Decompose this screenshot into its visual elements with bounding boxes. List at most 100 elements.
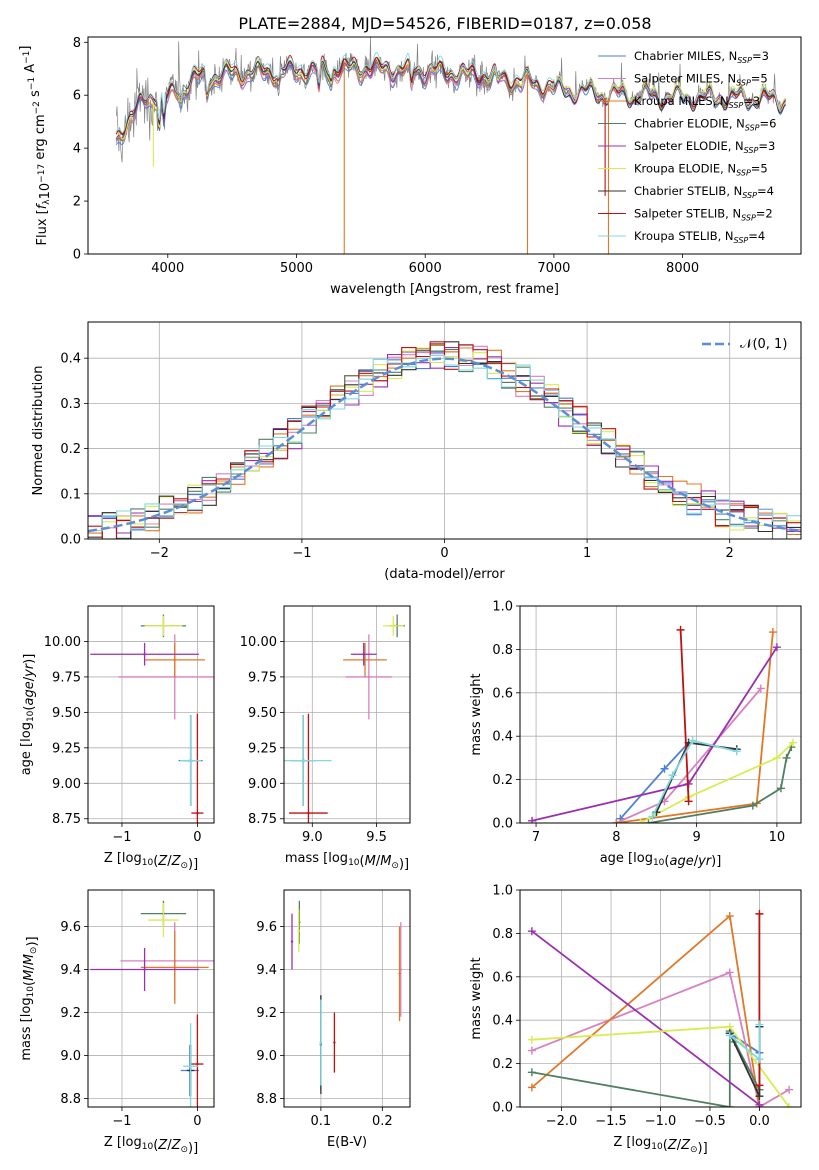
y-tick-label: 0.4 <box>60 352 81 367</box>
x-tick-label: −1.5 <box>595 1114 627 1129</box>
x-tick-label: −2 <box>150 546 169 561</box>
y-tick-label: 9.4 <box>60 963 81 978</box>
y-tick-label: 0.2 <box>492 1057 513 1072</box>
weight-marker <box>772 643 781 652</box>
y-tick-label: 0.0 <box>60 533 81 548</box>
weight-marker <box>782 753 791 762</box>
x-tick-label: 6000 <box>409 261 442 276</box>
y-axis-label: mass weight <box>469 673 484 755</box>
x-tick-label: 0 <box>193 1114 201 1129</box>
y-axis-label: age [log10(age/yr)] <box>19 654 37 776</box>
data-point <box>363 658 367 662</box>
y-tick-label: 8.8 <box>60 1092 81 1107</box>
axes-frame <box>283 889 411 1108</box>
y-tick-label: 2 <box>73 195 81 210</box>
mass_weight_vs_age-axes: 7 8 9 10 0.0 0.2 0.4 0.6 0.8 1.0 age [log10(age/yr… <box>469 600 802 869</box>
weight-marker <box>755 909 764 918</box>
x-tick-label: −1 <box>292 546 311 561</box>
y-tick-label: 9.25 <box>52 741 81 756</box>
weight-marker <box>756 684 765 693</box>
weight-line-kroupa-stelib <box>651 739 738 817</box>
x-tick-label: 8000 <box>666 261 699 276</box>
data-point <box>143 968 146 971</box>
age_vs_mass-panel <box>284 606 410 823</box>
x-axis-label: Z [log10(Z/Z⊙)] <box>613 1135 707 1156</box>
data-point <box>307 811 310 815</box>
y-tick-label: 0.8 <box>492 643 513 658</box>
weight-marker <box>527 1046 536 1055</box>
x-tick-label: 0.1 <box>311 1114 332 1129</box>
y-tick-label: 9.0 <box>60 1049 81 1064</box>
legend-label: Kroupa STELIB, NSSP=4 <box>634 229 765 245</box>
mass_vs_ebv-axes: 0.1 0.2 8.8 9.0 9.2 9.4 9.6 E(B-V) <box>256 889 411 1150</box>
age_vs_Z-panel <box>88 606 214 823</box>
y-tick-label: 9.6 <box>60 920 81 935</box>
x-tick-label: 7000 <box>537 261 570 276</box>
x-tick-label: −0.5 <box>694 1114 726 1129</box>
data-point <box>143 653 146 656</box>
weight-marker <box>684 797 693 806</box>
model-line-kroupa-elodie <box>115 58 786 140</box>
x-tick-label: 9.0 <box>302 830 323 845</box>
residuals-legend: 𝒩(0, 1) <box>702 337 787 352</box>
weight-marker <box>785 1103 794 1107</box>
data-point <box>319 1041 323 1044</box>
age_vs_mass-axes: 9.0 9.5 8.75 9.00 9.25 9.50 9.75 10.00 mass [log… <box>240 605 411 872</box>
weight-line-chabrier-elodie <box>531 1030 761 1107</box>
x-tick-label: 9 <box>692 830 700 845</box>
y-tick-label: 9.75 <box>248 670 277 685</box>
x-axis-label: wavelength [Angstrom, rest frame] <box>330 282 559 297</box>
y-tick-label: 9.0 <box>256 1049 277 1064</box>
figure-title: PLATE=2884, MJD=54526, FIBERID=0187, z=0… <box>238 14 651 33</box>
y-tick-label: 9.4 <box>256 963 277 978</box>
weight-marker <box>772 753 781 762</box>
data-point <box>362 653 365 656</box>
axes-frame <box>519 605 802 824</box>
y-tick-label: 0.0 <box>492 1101 513 1116</box>
x-tick-label: 0.2 <box>372 1114 393 1129</box>
legend-label: Chabrier ELODIE, NSSP=6 <box>634 117 776 133</box>
legend-label: Salpeter ELODIE, NSSP=3 <box>634 139 775 155</box>
model-line-salpeter-stelib <box>115 54 786 135</box>
y-tick-label: 4 <box>73 142 81 157</box>
y-axis-label: Normed distribution <box>31 366 46 496</box>
y-tick-label: 1.0 <box>492 600 513 615</box>
legend-label: Kroupa ELODIE, NSSP=5 <box>634 162 768 178</box>
mass_weight_vs_Z-plot-area <box>527 909 794 1107</box>
x-tick-label: 8 <box>612 830 620 845</box>
y-tick-label: 9.00 <box>248 777 277 792</box>
weight-marker <box>776 784 785 793</box>
age_vs_Z-plot-area <box>90 614 214 823</box>
weight-marker <box>636 819 645 823</box>
mass_vs_ebv-panel <box>284 890 410 1107</box>
weight-marker <box>785 1085 794 1094</box>
model-line-kroupa-stelib <box>115 51 786 133</box>
weight-marker <box>768 628 777 637</box>
data-point <box>297 929 300 933</box>
data-point <box>189 1064 192 1068</box>
x-tick-label: 5000 <box>280 261 313 276</box>
y-tick-label: 8.8 <box>256 1092 277 1107</box>
y-tick-label: 9.50 <box>52 706 81 721</box>
y-tick-label: 10.00 <box>240 635 277 650</box>
age_vs_mass-plot-area <box>284 614 405 823</box>
weight-line-salpeter-elodie <box>531 646 778 822</box>
y-tick-label: 8.75 <box>248 812 277 827</box>
residuals-panel <box>88 322 801 540</box>
normal-curve <box>88 357 801 533</box>
axes-frame <box>87 36 802 255</box>
x-tick-label: 1 <box>583 546 591 561</box>
weight-marker <box>644 819 653 823</box>
y-tick-label: 6 <box>73 89 81 104</box>
weight-marker <box>660 764 669 773</box>
y-tick-label: 8.75 <box>52 812 81 827</box>
weight-marker <box>648 812 657 821</box>
weight-marker <box>725 912 734 921</box>
weight-marker <box>732 747 741 756</box>
weight-marker <box>527 1068 536 1077</box>
weight-marker <box>725 1103 734 1107</box>
y-tick-label: 9.75 <box>52 670 81 685</box>
mass_vs_Z-axes: −1 0 8.8 9.0 9.2 9.4 9.6 Z [log10(Z/Z⊙)] mass [l… <box>19 889 215 1156</box>
x-tick-label: 10 <box>769 830 786 845</box>
